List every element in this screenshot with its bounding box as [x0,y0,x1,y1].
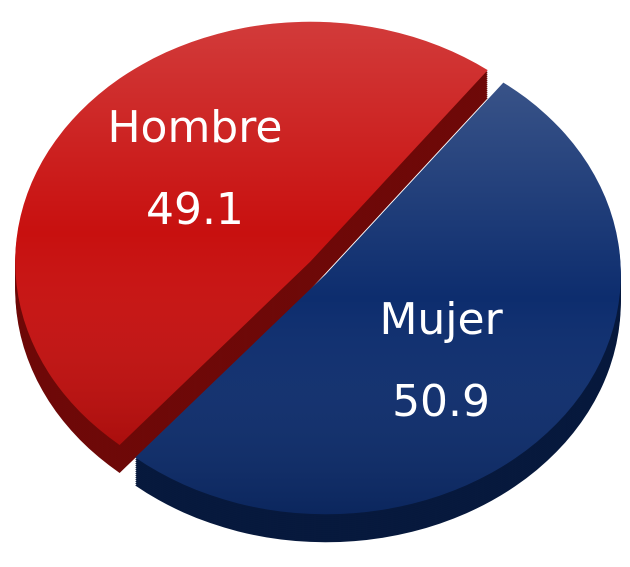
slice-label: Hombre [107,102,282,153]
slice-label: Mujer [379,294,503,345]
slice-shine [135,82,621,515]
slice-shine [15,21,488,445]
slice-value: 50.9 [392,376,490,427]
slice-value: 49.1 [146,184,244,235]
